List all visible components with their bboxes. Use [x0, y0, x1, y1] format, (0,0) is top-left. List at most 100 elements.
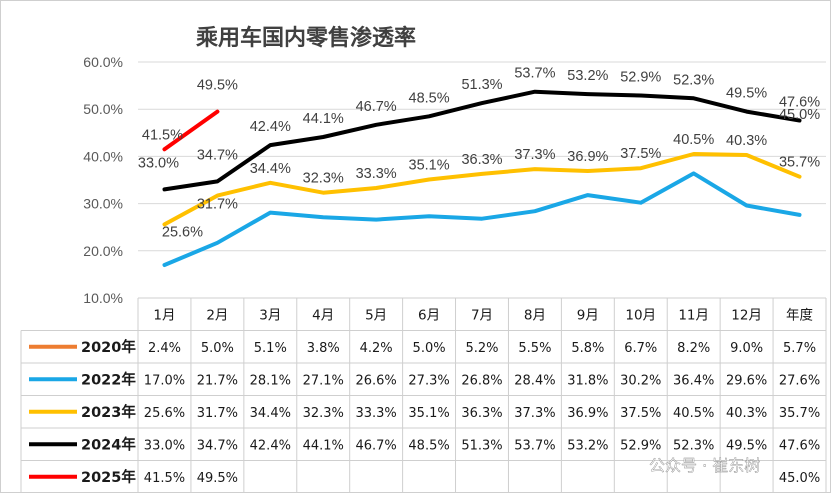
data-label-2023: 37.3% — [514, 147, 555, 163]
table-cell: 34.4% — [250, 406, 291, 421]
y-tick-label: 10.0% — [83, 290, 123, 306]
legend-label-2025: 2025年 — [81, 468, 136, 486]
x-category-label: 10月 — [625, 307, 656, 323]
data-label-2025: 45.0% — [779, 107, 820, 123]
series-line-2024 — [162, 89, 802, 192]
table-cell: 31.7% — [197, 406, 238, 421]
table-cell: 28.1% — [250, 373, 291, 388]
table-cell: 21.7% — [197, 373, 238, 388]
table-cell: 41.5% — [144, 471, 185, 486]
data-label-2024: 42.4% — [250, 119, 291, 135]
table-cell: 42.4% — [250, 438, 291, 453]
data-label-2024: 53.2% — [567, 68, 608, 84]
table-cell: 5.5% — [518, 341, 551, 356]
data-label-2024: 47.6% — [779, 95, 820, 111]
data-label-2023: 35.7% — [779, 155, 820, 171]
y-tick-label: 30.0% — [83, 196, 123, 212]
table-cell: 48.5% — [408, 438, 449, 453]
x-category-label: 3月 — [259, 307, 281, 323]
x-category-label: 1月 — [153, 307, 175, 323]
table-cell: 28.4% — [514, 373, 555, 388]
chart-title: 乘用车国内零售渗透率 — [195, 25, 416, 51]
table-cell: 53.2% — [567, 438, 608, 453]
x-category-label: 11月 — [678, 307, 709, 323]
table-cell: 29.6% — [726, 373, 767, 388]
y-tick-label: 60.0% — [83, 54, 123, 70]
x-category-label: 6月 — [418, 307, 440, 323]
table-cell: 53.7% — [514, 438, 555, 453]
table-cell: 5.1% — [254, 341, 287, 356]
table-cell: 35.1% — [408, 406, 449, 421]
table-cell: 31.8% — [567, 373, 608, 388]
table-cell: 3.8% — [307, 341, 340, 356]
legend-label-2023: 2023年 — [81, 403, 136, 421]
table-cell: 45.0% — [779, 471, 820, 486]
legend-label-2024: 2024年 — [81, 435, 136, 453]
table-cell: 44.1% — [303, 438, 344, 453]
table-cell: 40.5% — [673, 406, 714, 421]
y-tick-label: 40.0% — [83, 148, 123, 164]
data-label-2023: 36.9% — [567, 149, 608, 165]
data-label-2024: 51.3% — [461, 77, 502, 93]
data-label-2023: 35.1% — [409, 158, 450, 174]
watermark-text: 公众号 · 崔东树 — [649, 456, 760, 475]
table-cell: 5.2% — [465, 341, 498, 356]
data-label-2025: 41.5% — [142, 127, 183, 143]
data-label-2024: 33.0% — [138, 155, 179, 171]
table-cell: 36.3% — [461, 406, 502, 421]
data-label-2023: 40.3% — [726, 133, 767, 149]
x-category-label: 12月 — [731, 307, 762, 323]
data-label-2024: 49.5% — [726, 86, 767, 102]
table-cell: 37.3% — [514, 406, 555, 421]
series-line-2025 — [162, 109, 220, 152]
data-label-2024: 46.7% — [356, 99, 397, 115]
table-cell: 5.0% — [201, 341, 234, 356]
table-cell: 47.6% — [779, 438, 820, 453]
data-label-2024: 48.5% — [409, 90, 450, 106]
data-label-2023: 36.3% — [461, 152, 502, 168]
x-category-label: 7月 — [471, 307, 493, 323]
y-tick-label: 50.0% — [83, 101, 123, 117]
legend-label-2022: 2022年 — [81, 370, 136, 388]
table-cell: 52.9% — [620, 438, 661, 453]
data-label-2024: 44.1% — [303, 111, 344, 127]
x-category-label: 9月 — [577, 307, 599, 323]
table-cell: 9.0% — [730, 341, 763, 356]
x-category-label: 2月 — [206, 307, 228, 323]
series-line-2022 — [162, 171, 802, 267]
data-label-2023: 33.3% — [356, 166, 397, 182]
table-cell: 32.3% — [303, 406, 344, 421]
table-cell: 33.0% — [144, 438, 185, 453]
table-cell: 27.1% — [303, 373, 344, 388]
data-label-2023: 25.6% — [162, 224, 203, 240]
table-cell: 5.7% — [783, 341, 816, 356]
table-cell: 34.7% — [197, 438, 238, 453]
table-cell: 49.5% — [726, 438, 767, 453]
table-cell: 5.0% — [413, 341, 446, 356]
table-cell: 40.3% — [726, 406, 767, 421]
table-cell: 37.5% — [620, 406, 661, 421]
data-label-2025: 49.5% — [197, 78, 238, 94]
table-cell: 49.5% — [197, 471, 238, 486]
table-cell: 26.8% — [461, 373, 502, 388]
data-label-2023: 40.5% — [673, 132, 714, 148]
series-line-2023 — [162, 152, 802, 227]
y-tick-label: 20.0% — [83, 243, 123, 259]
table-cell: 30.2% — [620, 373, 661, 388]
table-cell: 27.6% — [779, 373, 820, 388]
table-cell: 27.3% — [408, 373, 449, 388]
table-cell: 6.7% — [624, 341, 657, 356]
table-cell: 8.2% — [677, 341, 710, 356]
data-label-2024: 52.9% — [620, 70, 661, 86]
table-cell: 36.4% — [673, 373, 714, 388]
data-label-2023: 31.7% — [197, 197, 238, 213]
table-cell: 52.3% — [673, 438, 714, 453]
x-category-label: 年度 — [786, 307, 813, 323]
x-category-label: 5月 — [365, 307, 387, 323]
table-cell: 36.9% — [567, 406, 608, 421]
table-cell: 5.8% — [571, 341, 604, 356]
table-cell: 25.6% — [144, 406, 185, 421]
legend-label-2020: 2020年 — [81, 338, 136, 356]
